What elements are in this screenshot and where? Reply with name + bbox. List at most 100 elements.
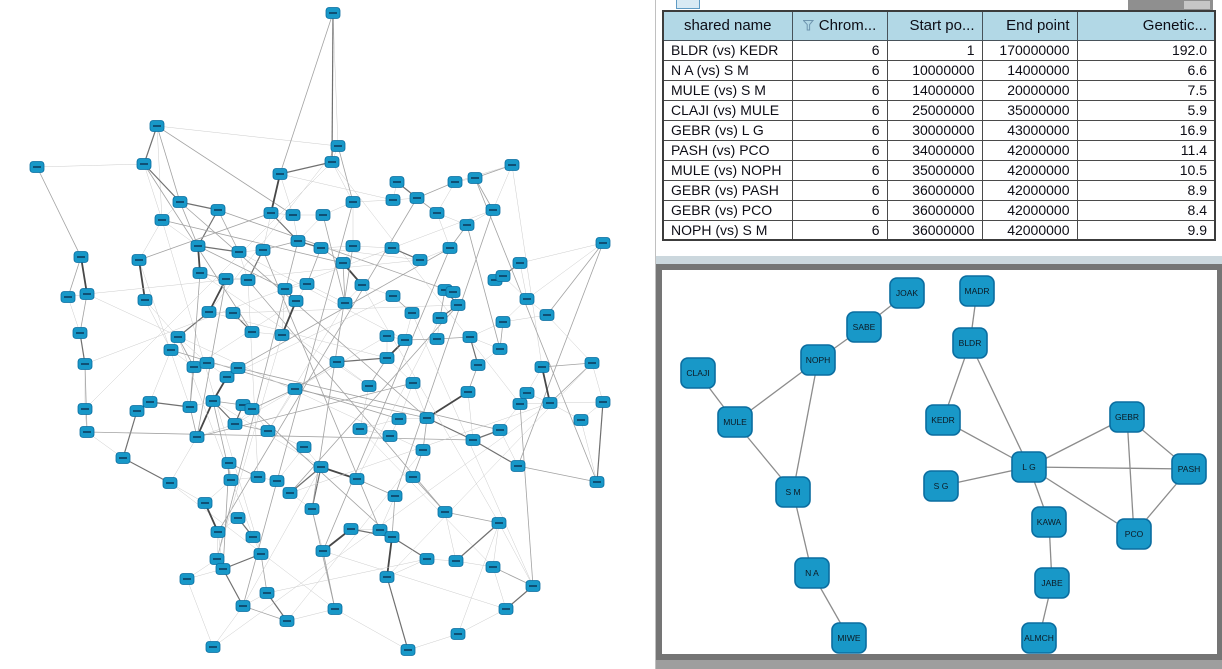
table-cell[interactable]: 9.9: [1076, 219, 1216, 241]
overview-node[interactable]: [409, 192, 425, 204]
overview-node[interactable]: [149, 120, 165, 132]
overview-node[interactable]: [315, 209, 331, 221]
table-cell[interactable]: 6.6: [1076, 59, 1216, 81]
edge-l-g-pco[interactable]: [1028, 466, 1135, 535]
node-mule[interactable]: MULE: [717, 406, 753, 438]
overview-node[interactable]: [429, 333, 445, 345]
overview-node[interactable]: [345, 240, 361, 252]
table-row[interactable]: GEBR (vs) PCO 6 36000000 42000000 8.4: [662, 199, 1216, 221]
table-cell[interactable]: 14000000: [886, 79, 983, 101]
table-cell[interactable]: 6: [791, 39, 888, 61]
overview-node[interactable]: [73, 251, 89, 263]
overview-node[interactable]: [525, 580, 541, 592]
overview-node[interactable]: [210, 526, 226, 538]
overview-node[interactable]: [412, 254, 428, 266]
table-cell[interactable]: 192.0: [1076, 39, 1216, 61]
node-claji[interactable]: CLAJI: [680, 357, 716, 389]
table-cell[interactable]: 5.9: [1076, 99, 1216, 121]
overview-node[interactable]: [315, 545, 331, 557]
overview-node[interactable]: [512, 398, 528, 410]
overview-node[interactable]: [244, 326, 260, 338]
overview-node[interactable]: [230, 512, 246, 524]
overview-node[interactable]: [354, 279, 370, 291]
scrollbar-track[interactable]: [1128, 0, 1213, 10]
overview-node[interactable]: [491, 517, 507, 529]
table-cell[interactable]: 35000000: [886, 159, 983, 181]
overview-node[interactable]: [397, 334, 413, 346]
table-cell[interactable]: 42000000: [981, 139, 1078, 161]
overview-node[interactable]: [205, 395, 221, 407]
table-cell[interactable]: 42000000: [981, 199, 1078, 221]
table-cell[interactable]: CLAJI (vs) MULE: [662, 99, 793, 121]
overview-node[interactable]: [352, 423, 368, 435]
overview-node[interactable]: [218, 273, 234, 285]
overview-node[interactable]: [470, 359, 486, 371]
overview-node[interactable]: [179, 573, 195, 585]
overview-node[interactable]: [495, 316, 511, 328]
table-cell[interactable]: 8.4: [1076, 199, 1216, 221]
overview-node[interactable]: [288, 295, 304, 307]
overview-node[interactable]: [510, 460, 526, 472]
overview-node[interactable]: [432, 312, 448, 324]
overview-node[interactable]: [384, 242, 400, 254]
overview-node[interactable]: [595, 396, 611, 408]
overview-node[interactable]: [282, 487, 298, 499]
overview-node[interactable]: [448, 555, 464, 567]
table-cell[interactable]: 36000000: [886, 219, 983, 241]
overview-node[interactable]: [324, 156, 340, 168]
node-pco[interactable]: PCO: [1116, 518, 1152, 550]
overview-node[interactable]: [279, 615, 295, 627]
overview-node[interactable]: [343, 523, 359, 535]
overview-node[interactable]: [29, 161, 45, 173]
overview-node[interactable]: [197, 497, 213, 509]
table-cell[interactable]: 30000000: [886, 119, 983, 141]
overview-node[interactable]: [129, 405, 145, 417]
overview-node[interactable]: [250, 471, 266, 483]
table-row[interactable]: BLDR (vs) KEDR 6 1 170000000 192.0: [662, 39, 1216, 61]
overview-node[interactable]: [450, 628, 466, 640]
table-cell[interactable]: 170000000: [981, 39, 1078, 61]
node-almch[interactable]: ALMCH: [1021, 622, 1057, 654]
overview-node[interactable]: [189, 431, 205, 443]
overview-node[interactable]: [77, 403, 93, 415]
table-cell[interactable]: N A (vs) S M: [662, 59, 793, 81]
table-cell[interactable]: 6: [791, 99, 888, 121]
overview-node[interactable]: [504, 159, 520, 171]
overview-node[interactable]: [389, 176, 405, 188]
overview-node[interactable]: [255, 244, 271, 256]
overview-node[interactable]: [495, 270, 511, 282]
overview-node[interactable]: [498, 603, 514, 615]
table-row[interactable]: GEBR (vs) PASH 6 36000000 42000000 8.9: [662, 179, 1216, 201]
overview-node[interactable]: [225, 307, 241, 319]
overview-node[interactable]: [272, 168, 288, 180]
table-cell[interactable]: 6: [791, 159, 888, 181]
overview-node[interactable]: [573, 414, 589, 426]
overview-node[interactable]: [259, 587, 275, 599]
table-cell[interactable]: 14000000: [981, 59, 1078, 81]
node-s-g[interactable]: S G: [923, 470, 959, 502]
overview-node[interactable]: [182, 401, 198, 413]
overview-node[interactable]: [154, 214, 170, 226]
table-cell[interactable]: 42000000: [981, 219, 1078, 241]
column-header-shared-name[interactable]: shared name: [662, 10, 793, 41]
table-cell[interactable]: 43000000: [981, 119, 1078, 141]
overview-node[interactable]: [459, 219, 475, 231]
overview-node[interactable]: [209, 553, 225, 565]
overview-node[interactable]: [79, 426, 95, 438]
overview-node[interactable]: [137, 294, 153, 306]
overview-node[interactable]: [385, 290, 401, 302]
table-cell[interactable]: 25000000: [886, 99, 983, 121]
overview-node[interactable]: [290, 235, 306, 247]
table-cell[interactable]: 6: [791, 199, 888, 221]
table-cell[interactable]: 6: [791, 119, 888, 141]
overview-node[interactable]: [379, 571, 395, 583]
overview-node[interactable]: [595, 237, 611, 249]
overview-node[interactable]: [60, 291, 76, 303]
table-cell[interactable]: 6: [791, 59, 888, 81]
overview-node[interactable]: [186, 361, 202, 373]
scrollbar-thumb[interactable]: [1184, 1, 1210, 9]
overview-node[interactable]: [205, 641, 221, 653]
overview-node[interactable]: [192, 267, 208, 279]
horizontal-scrollbar[interactable]: [656, 0, 1222, 10]
overview-node[interactable]: [223, 474, 239, 486]
